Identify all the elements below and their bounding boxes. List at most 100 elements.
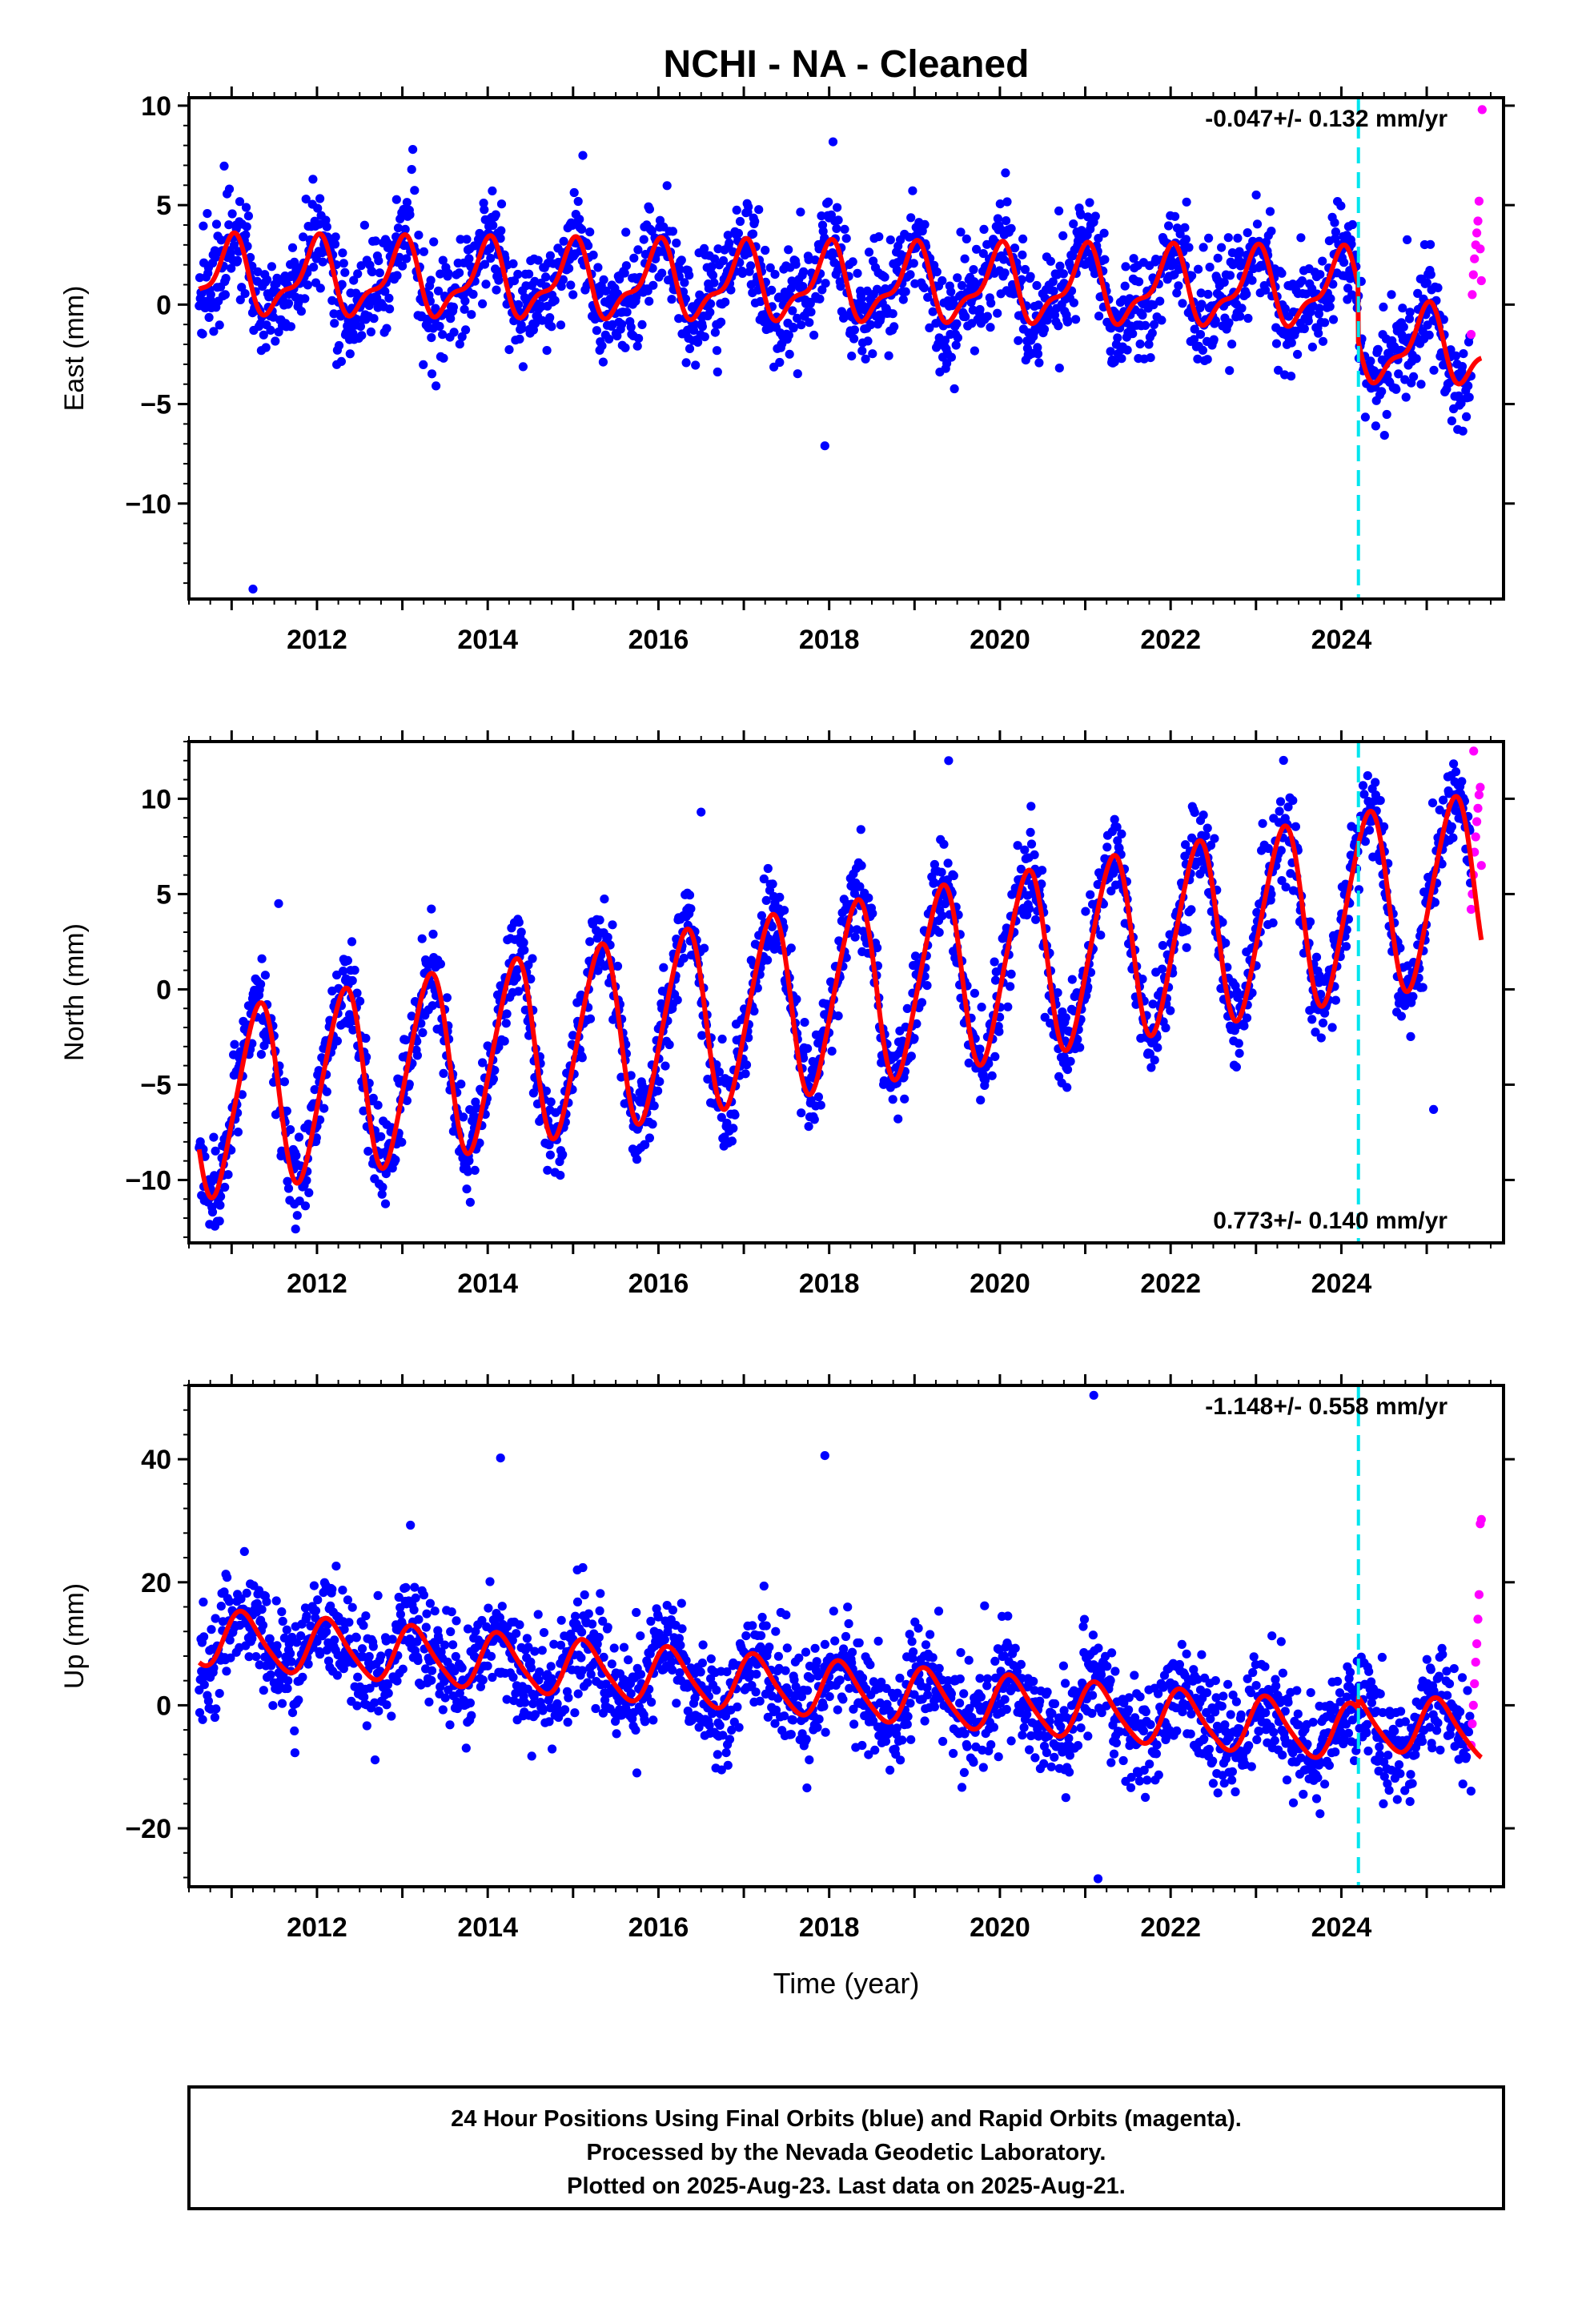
- data-point: [277, 1699, 287, 1708]
- data-point: [784, 245, 793, 255]
- data-point: [873, 284, 882, 294]
- data-point: [1457, 777, 1467, 786]
- data-point: [457, 1663, 467, 1673]
- data-point: [1197, 300, 1207, 309]
- data-point: [425, 1598, 436, 1608]
- data-point: [195, 273, 205, 283]
- data-point: [818, 227, 828, 236]
- data-point: [1243, 313, 1253, 324]
- data-point: [547, 322, 556, 332]
- data-point: [369, 314, 379, 324]
- data-point: [327, 1585, 337, 1594]
- data-point: [732, 205, 741, 215]
- data-point: [799, 267, 809, 276]
- data-point: [272, 1641, 282, 1651]
- data-point: [721, 297, 730, 307]
- data-point: [805, 299, 815, 308]
- data-point: [216, 1602, 226, 1611]
- data-point: [239, 1546, 249, 1556]
- data-point: [206, 290, 215, 300]
- data-point: [1267, 227, 1276, 236]
- data-point: [817, 285, 827, 295]
- data-point: [832, 223, 841, 233]
- data-point: [481, 279, 491, 289]
- data-point: [1299, 324, 1309, 334]
- data-point: [331, 1562, 341, 1571]
- data-point: [1058, 269, 1068, 279]
- data-point: [1061, 1013, 1070, 1023]
- data-point: [558, 275, 568, 284]
- data-point: [1081, 907, 1090, 916]
- data-point: [397, 1137, 407, 1147]
- data-point: [1113, 333, 1122, 343]
- data-point: [462, 1184, 472, 1194]
- data-point: [353, 1672, 363, 1682]
- data-point: [1153, 1043, 1162, 1052]
- data-point: [1237, 304, 1247, 313]
- data-point: [934, 927, 944, 937]
- data-point: [550, 296, 560, 305]
- data-point: [331, 232, 340, 242]
- data-point: [222, 1667, 231, 1676]
- data-point: [350, 965, 359, 975]
- data-point: [621, 227, 631, 237]
- data-point: [900, 1094, 909, 1104]
- x-tick-label: 2020: [970, 1269, 1030, 1299]
- data-point: [483, 1661, 492, 1671]
- data-point: [345, 349, 355, 359]
- data-point: [315, 219, 324, 229]
- data-point: [243, 211, 253, 221]
- data-point: [488, 220, 498, 231]
- data-point: [455, 268, 464, 278]
- data-point: [1275, 797, 1286, 806]
- data-point: [675, 264, 685, 274]
- data-point: [1002, 197, 1012, 207]
- data-point: [520, 945, 529, 955]
- data-point: [338, 1586, 347, 1595]
- rate-label: 0.773+/- 0.140 mm/yr: [1213, 1208, 1447, 1234]
- data-point: [384, 293, 394, 303]
- data-point: [1170, 211, 1180, 221]
- outlier-point: [1477, 105, 1487, 115]
- data-point: [746, 261, 756, 271]
- data-point: [770, 270, 780, 279]
- data-point: [1135, 340, 1145, 349]
- data-point: [227, 209, 237, 219]
- data-point: [486, 1651, 496, 1661]
- data-point: [1146, 353, 1155, 363]
- outlier-point: [1469, 746, 1479, 756]
- data-point: [653, 1086, 663, 1096]
- data-point: [1287, 372, 1296, 381]
- data-point: [516, 927, 526, 937]
- data-point: [1085, 198, 1094, 207]
- data-point: [496, 199, 507, 209]
- data-point: [888, 309, 897, 319]
- data-point: [1316, 1033, 1326, 1043]
- y-tick-label: −5: [140, 1070, 171, 1100]
- data-point: [1002, 216, 1011, 226]
- data-point: [1048, 277, 1058, 287]
- data-point: [309, 263, 319, 272]
- data-point: [438, 330, 448, 340]
- data-point: [210, 1712, 219, 1723]
- data-point: [1186, 905, 1196, 915]
- data-point: [373, 1100, 383, 1110]
- data-point: [1075, 1043, 1085, 1052]
- data-point: [1174, 281, 1183, 291]
- rapid-point: [1473, 803, 1483, 813]
- data-point: [343, 955, 352, 965]
- data-point: [1155, 296, 1165, 306]
- data-point: [484, 1603, 493, 1613]
- data-point: [849, 325, 859, 335]
- data-point: [649, 1101, 659, 1111]
- data-point: [338, 248, 347, 258]
- data-point: [1287, 338, 1296, 348]
- data-point: [1288, 796, 1298, 806]
- data-point: [995, 199, 1005, 209]
- data-point: [744, 202, 753, 211]
- data-point: [804, 1122, 813, 1132]
- data-point: [952, 319, 962, 328]
- data-point: [868, 349, 877, 359]
- data-point: [1377, 387, 1387, 396]
- data-point: [1166, 1006, 1175, 1015]
